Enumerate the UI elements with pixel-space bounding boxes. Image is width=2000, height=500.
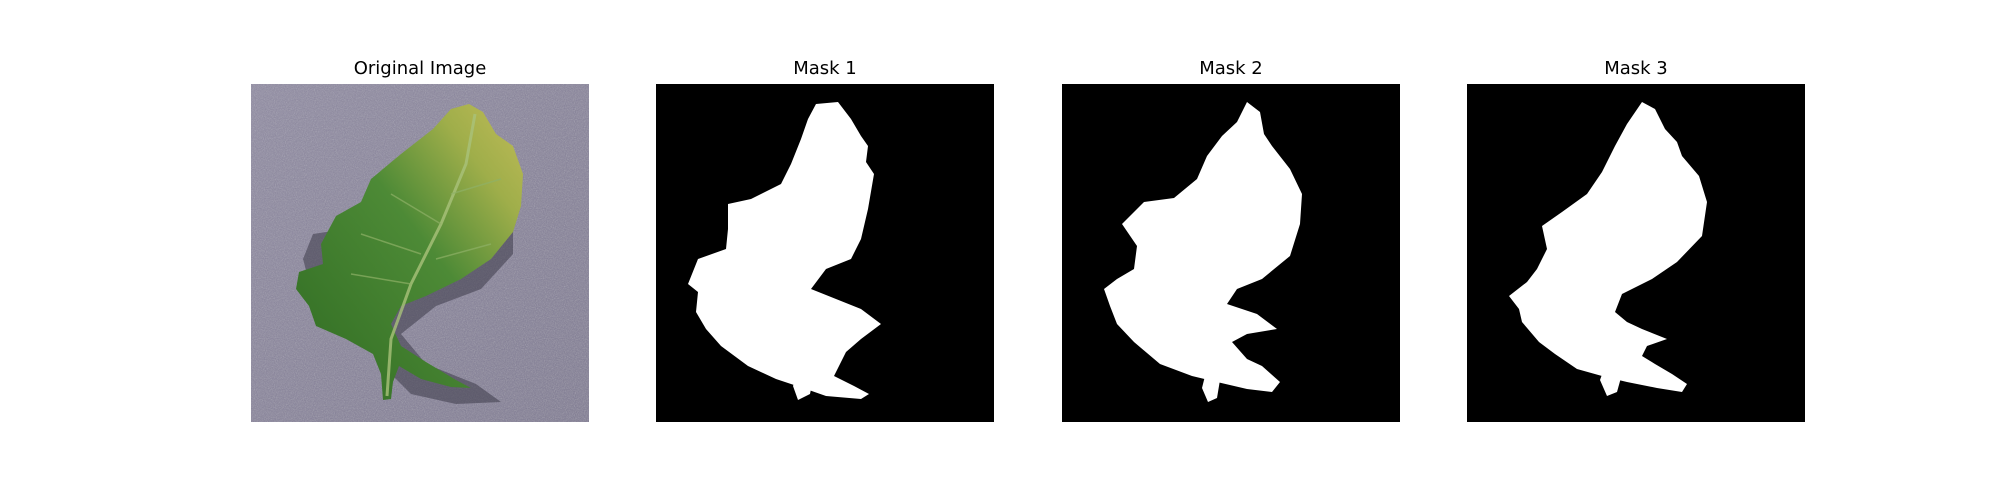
panel-title-original: Original Image <box>353 58 487 79</box>
leaf <box>296 104 523 400</box>
panel-title-mask-3: Mask 3 <box>1604 58 1668 79</box>
mask-1-image <box>656 84 994 422</box>
mask-region <box>793 366 814 400</box>
panel-title-mask-1: Mask 1 <box>793 58 857 79</box>
mask-region <box>1600 362 1622 396</box>
leaf-midrib <box>385 113 477 397</box>
mask-region <box>1509 102 1707 392</box>
mask-region <box>1202 372 1220 402</box>
mask-3-image <box>1467 84 1805 422</box>
mask-region <box>688 102 881 399</box>
original-image <box>251 84 589 422</box>
leaf-veins <box>350 178 502 285</box>
panel-title-mask-2: Mask 2 <box>1199 58 1263 79</box>
mask-2-image <box>1062 84 1400 422</box>
mask-region <box>1104 102 1302 392</box>
